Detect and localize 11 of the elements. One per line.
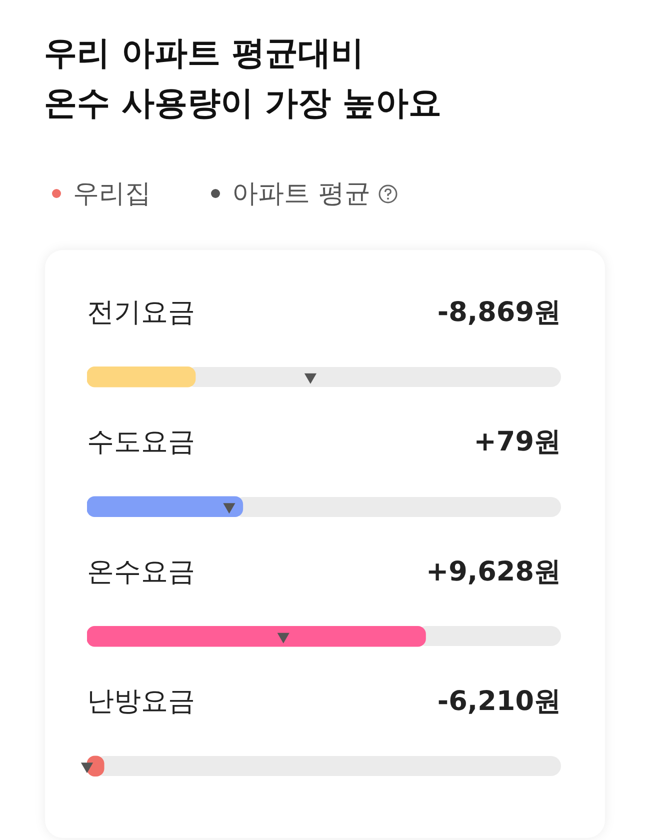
legend-label: 우리집 bbox=[73, 178, 151, 211]
y-tick-label: 온수요금 bbox=[87, 556, 195, 588]
y-tick-label: 전기요금 bbox=[87, 296, 195, 328]
y-tick-label: 수도요금 bbox=[87, 426, 195, 458]
text: -6,210원 bbox=[437, 686, 561, 718]
text: -8,869원 bbox=[437, 296, 561, 328]
chart-title: 우리 아파트 평균대비 온수 사용량이 가장 높아요 bbox=[44, 32, 442, 124]
text: +79원 bbox=[474, 426, 561, 458]
legend-label: 아파트 평균 bbox=[232, 178, 370, 211]
annotation: +9,628원 bbox=[426, 556, 561, 588]
y-tick-label: 난방요금 bbox=[87, 686, 195, 718]
